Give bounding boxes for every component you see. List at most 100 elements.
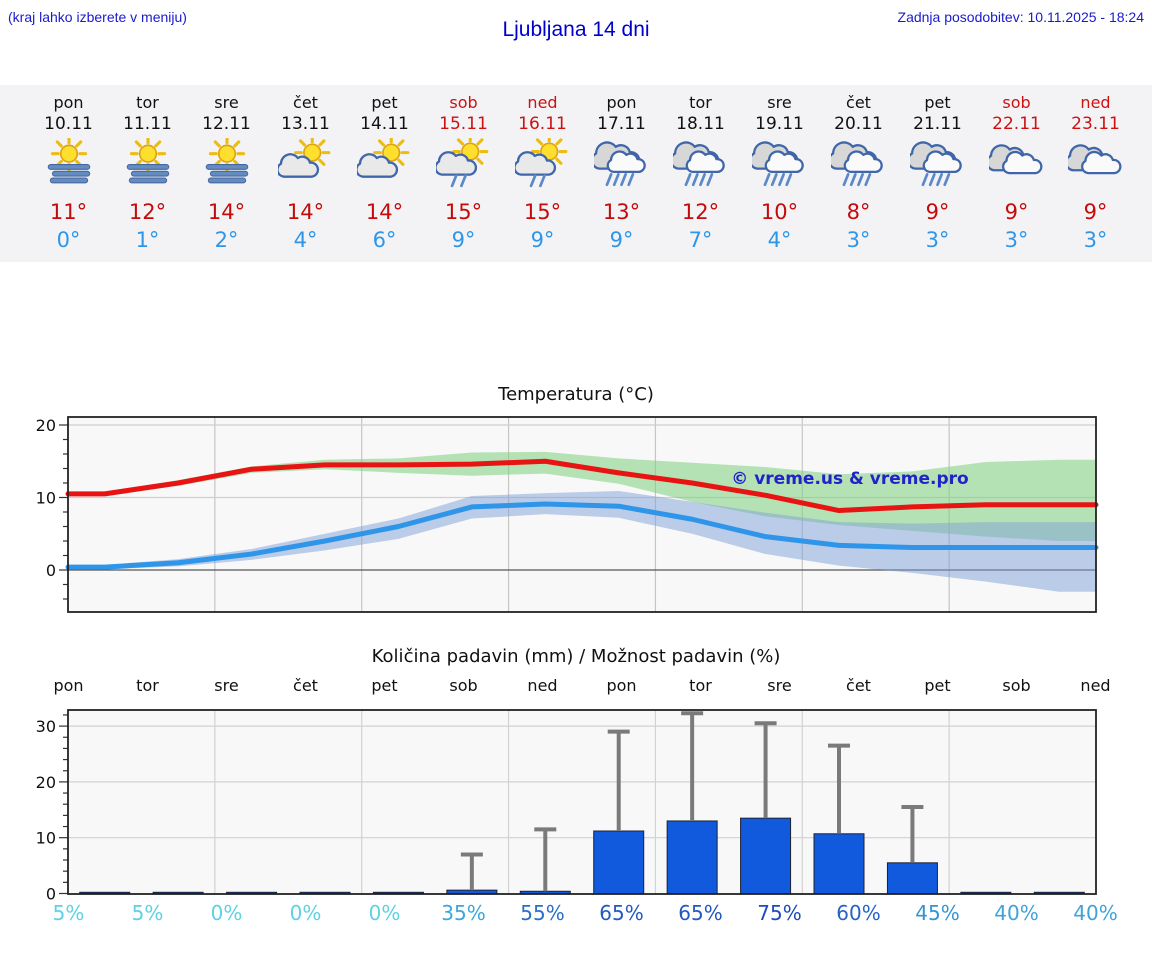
day-name: pon [606,93,637,112]
day-column: pet 21.11 9° 3° [898,85,977,262]
clouds-icon [1056,138,1135,190]
precip-day-label: tor [136,676,159,695]
day-column: sre 19.11 10° 4° [740,85,819,262]
max-temperature: 14° [286,200,325,224]
cloud-rain-icon [661,138,740,190]
precip-probability: 55% [520,901,565,925]
cloud-rain-icon [740,138,819,190]
day-name: sre [214,93,239,112]
precip-day-label: pon [606,676,637,695]
max-temperature-line [65,458,1099,514]
precip-probability: 65% [599,901,644,925]
max-temperature: 14° [207,200,246,224]
temp-y-tick: 10 [36,489,56,508]
day-date: 16.11 [518,114,567,134]
cloud-rain-icon [819,138,898,190]
min-temperature: 9° [609,228,634,252]
day-date: 18.11 [676,114,725,134]
day-name: sob [1002,93,1031,112]
day-date: 22.11 [992,114,1041,134]
day-date: 12.11 [202,114,251,134]
day-column: pet 14.11 14° 6° [345,85,424,262]
day-date: 13.11 [281,114,330,134]
day-name: pon [53,93,84,112]
precip-bar [446,889,498,894]
day-name: sre [767,93,792,112]
min-temperature: 1° [135,228,160,252]
day-date: 19.11 [755,114,804,134]
max-temperature: 15° [444,200,483,224]
precipitation-chart: 0 10 20 30 [36,709,1097,902]
day-column: pon 17.11 13° 9° [582,85,661,262]
precip-probability: 5% [52,901,85,925]
precip-probability: 35% [441,901,486,925]
max-temperature: 8° [846,200,871,224]
min-temperature: 9° [530,228,555,252]
sun-cloud-icon [345,134,424,190]
day-date: 11.11 [123,114,172,134]
precip-probability: 0% [210,901,243,925]
min-range-band [68,490,1096,592]
precip-y-tick: 20 [36,773,56,792]
precip-day-label: sre [214,676,239,695]
temp-y-tick: 20 [36,416,56,435]
precip-day-label: pon [53,676,84,695]
min-temperature: 4° [293,228,318,252]
sun-cloud-rain-icon [503,133,582,190]
precip-y-tick: 0 [46,885,56,902]
min-temperature: 3° [1083,228,1108,252]
max-temperature: 9° [1004,200,1029,224]
min-temperature: 3° [1004,228,1029,252]
sun-fog-icon [108,135,187,190]
day-column: sob 22.11 9° 3° [977,85,1056,262]
precip-day-label: sob [1002,676,1031,695]
day-column: pon 10.11 11° 0° [29,85,108,262]
max-temperature: 9° [925,200,950,224]
day-column: čet 20.11 8° 3° [819,85,898,262]
day-column: sre 12.11 14° 2° [187,85,266,262]
day-column: ned 23.11 9° 3° [1056,85,1135,262]
day-date: 20.11 [834,114,883,134]
max-temperature: 13° [602,200,641,224]
day-column: ned 16.11 15° 9° [503,85,582,262]
day-column: tor 11.11 12° 1° [108,85,187,262]
precip-day-label: čet [293,676,318,695]
day-name: čet [293,93,318,112]
max-temperature: 11° [49,200,88,224]
day-name: ned [527,93,558,112]
last-update: Zadnja posodobitev: 10.11.2025 - 18:24 [897,9,1144,25]
precip-probability: 45% [915,901,960,925]
max-temperature: 15° [523,200,562,224]
min-temperature: 3° [925,228,950,252]
cloud-rain-icon [582,138,661,190]
precip-day-label: pet [924,676,951,695]
min-temperature: 3° [846,228,871,252]
temperature-chart: 0 10 20 © vreme.us & vreme.pro [36,416,1099,613]
day-date: 10.11 [44,114,93,134]
max-temperature: 14° [365,200,404,224]
sun-fog-icon [187,135,266,190]
precip-day-label: pet [371,676,398,695]
menu-hint: (kraj lahko izberete v meniju) [8,9,187,25]
precip-probability: 65% [678,901,723,925]
sun-cloud-rain-icon [424,133,503,190]
precipitation-chart-title: Količina padavin (mm) / Možnost padavin … [371,646,781,667]
precip-bar [886,862,938,894]
min-temperature: 6° [372,228,397,252]
cloud-rain-icon [898,138,977,190]
precip-probability: 40% [1073,901,1118,925]
clouds-icon [977,138,1056,190]
min-temperature: 9° [451,228,476,252]
precip-bar [593,830,645,895]
day-name: ned [1080,93,1111,112]
precip-day-label: sre [767,676,792,695]
day-name: čet [846,93,871,112]
precip-bar [666,820,718,895]
max-temperature: 10° [760,200,799,224]
day-column: čet 13.11 14° 4° [266,85,345,262]
top-bar: (kraj lahko izberete v meniju) Ljubljana… [0,0,1152,60]
day-column: sob 15.11 15° 9° [424,85,503,262]
precip-day-label: ned [527,676,558,695]
max-temperature: 12° [128,200,167,224]
